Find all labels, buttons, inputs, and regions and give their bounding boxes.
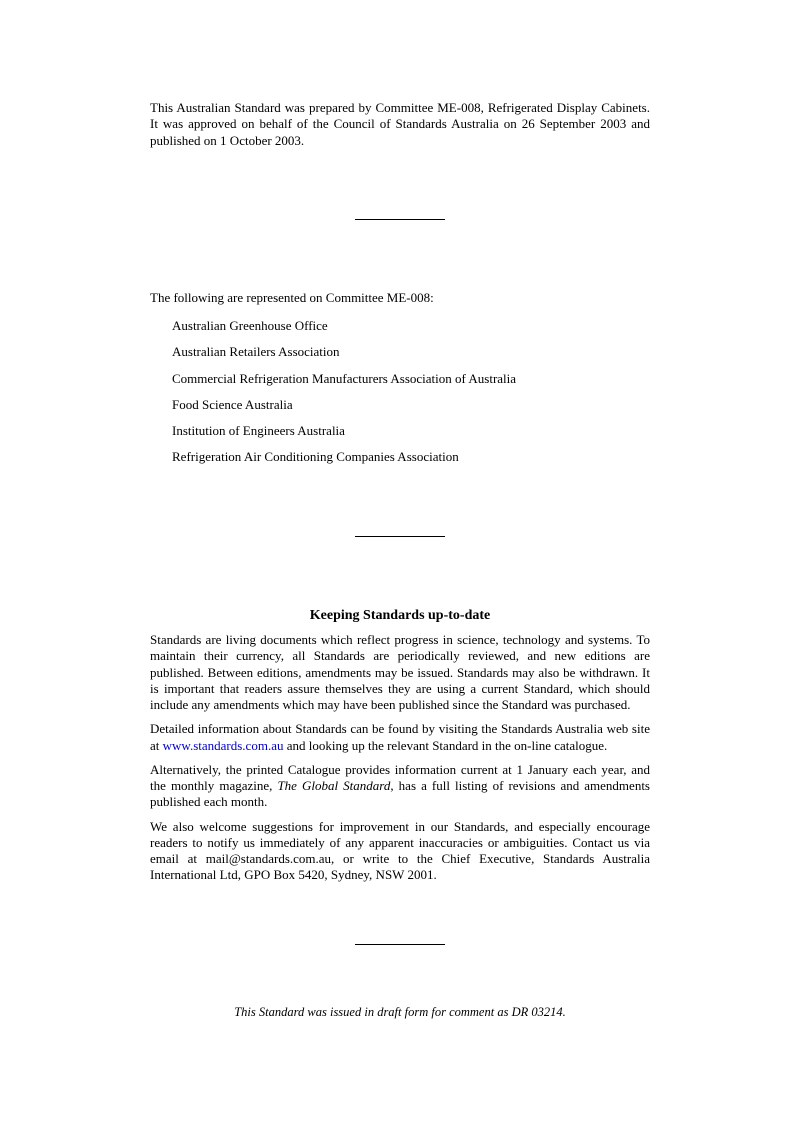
intro-paragraph: This Australian Standard was prepared by… [150, 100, 650, 149]
keeping-p4: We also welcome suggestions for improvem… [150, 819, 650, 884]
keeping-p2: Detailed information about Standards can… [150, 721, 650, 754]
list-item: Commercial Refrigeration Manufacturers A… [172, 371, 650, 387]
divider-1 [355, 219, 445, 220]
list-item: Refrigeration Air Conditioning Companies… [172, 449, 650, 465]
committee-list: Australian Greenhouse Office Australian … [150, 318, 650, 466]
list-item: Australian Greenhouse Office [172, 318, 650, 334]
draft-note: This Standard was issued in draft form f… [150, 1005, 650, 1021]
text: and looking up the relevant Standard in … [283, 738, 607, 753]
list-item: Institution of Engineers Australia [172, 423, 650, 439]
list-item: Australian Retailers Association [172, 344, 650, 360]
divider-3 [355, 944, 445, 945]
keeping-p3: Alternatively, the printed Catalogue pro… [150, 762, 650, 811]
divider-2 [355, 536, 445, 537]
magazine-name: The Global Standard [277, 778, 390, 793]
section-title: Keeping Standards up-to-date [150, 607, 650, 625]
committee-intro: The following are represented on Committ… [150, 290, 650, 306]
list-item: Food Science Australia [172, 397, 650, 413]
keeping-p1: Standards are living documents which ref… [150, 632, 650, 713]
standards-link[interactable]: www.standards.com.au [163, 738, 284, 753]
